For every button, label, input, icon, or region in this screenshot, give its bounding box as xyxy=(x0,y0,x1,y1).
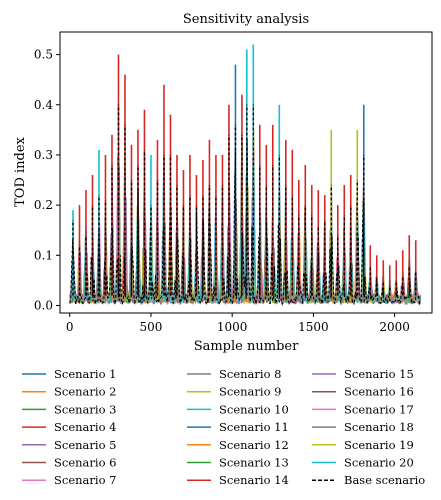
legend-label: Scenario 3 xyxy=(54,402,116,416)
x-axis-label: Sample number xyxy=(194,339,299,354)
x-tick-label: 0 xyxy=(66,320,74,334)
x-axis: 0 500 1000 1500 2000 xyxy=(66,313,410,334)
legend-label: Scenario 7 xyxy=(54,473,116,487)
legend-label: Scenario 4 xyxy=(54,420,116,434)
y-tick-label: 0.5 xyxy=(34,48,53,62)
y-tick-label: 0.2 xyxy=(34,198,53,212)
y-tick-label: 0.4 xyxy=(34,98,53,112)
legend-label: Scenario 17 xyxy=(344,402,414,416)
legend-label: Scenario 19 xyxy=(344,438,414,452)
legend-label: Scenario 6 xyxy=(54,456,116,470)
series-line-base-scenario xyxy=(69,139,422,306)
x-tick-label: 500 xyxy=(140,320,163,334)
series-line-scenario-13 xyxy=(69,175,421,306)
legend-label: Scenario 9 xyxy=(219,385,281,399)
legend-label: Scenario 18 xyxy=(344,420,414,434)
legend-label: Scenario 8 xyxy=(219,367,281,381)
y-axis: 0.0 0.1 0.2 0.3 0.4 0.5 xyxy=(34,48,60,312)
series-line-scenario-20 xyxy=(69,163,421,305)
legend-label: Scenario 16 xyxy=(344,385,414,399)
legend-label: Scenario 12 xyxy=(219,438,289,452)
legend-label: Base scenario xyxy=(344,473,425,487)
legend-label: Scenario 13 xyxy=(219,456,289,470)
plot-area xyxy=(69,44,422,306)
chart-title: Sensitivity analysis xyxy=(183,12,309,27)
legend-label: Scenario 11 xyxy=(219,420,289,434)
y-tick-label: 0.0 xyxy=(34,298,53,312)
x-tick-label: 2000 xyxy=(379,320,410,334)
y-axis-label: TOD index xyxy=(13,136,28,206)
legend-label: Scenario 1 xyxy=(54,367,116,381)
y-tick-label: 0.1 xyxy=(34,248,53,262)
legend-label: Scenario 2 xyxy=(54,385,116,399)
plot-frame xyxy=(59,31,433,314)
x-tick-label: 1000 xyxy=(217,320,248,334)
x-tick-label: 1500 xyxy=(298,320,329,334)
legend-label: Scenario 14 xyxy=(219,473,289,487)
legend: Scenario 1 Scenario 2 Scenario 3 Scenario 4… xyxy=(22,367,425,487)
legend-label: Scenario 10 xyxy=(219,402,289,416)
legend-label: Scenario 20 xyxy=(344,456,414,470)
legend-label: Scenario 15 xyxy=(344,367,414,381)
legend-label: Scenario 5 xyxy=(54,438,116,452)
y-tick-label: 0.3 xyxy=(34,148,53,162)
